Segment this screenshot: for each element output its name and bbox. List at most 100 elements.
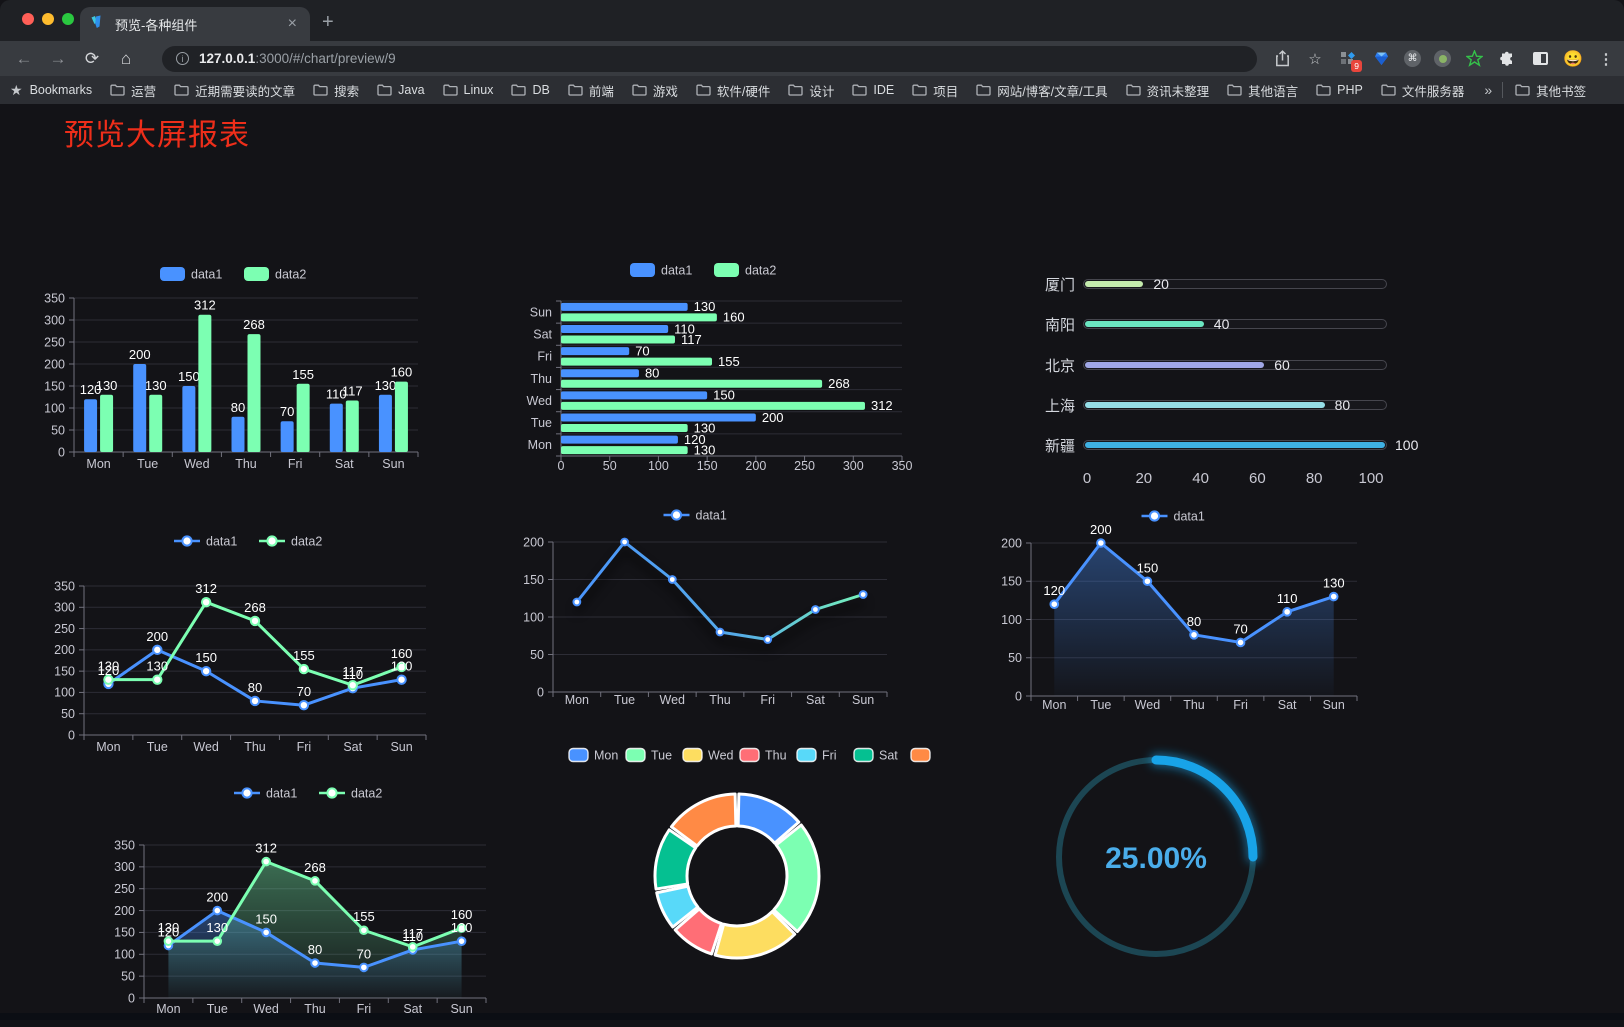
legend-item-data2[interactable]: data2 bbox=[319, 786, 382, 800]
bookmark-folder[interactable]: 设计 bbox=[788, 81, 834, 100]
side-panel-icon[interactable] bbox=[1530, 49, 1550, 69]
new-tab-button[interactable]: + bbox=[322, 11, 334, 33]
extensions-puzzle-icon[interactable] bbox=[1497, 49, 1517, 69]
progress-label: 新疆 bbox=[1044, 437, 1075, 455]
svg-text:312: 312 bbox=[195, 581, 217, 596]
window-zoom-button[interactable] bbox=[62, 13, 74, 25]
legend-item-data1[interactable]: data1 bbox=[234, 786, 297, 800]
legend-item-data1[interactable]: data1 bbox=[160, 267, 222, 281]
svg-text:0: 0 bbox=[68, 728, 75, 742]
bookmark-folder[interactable]: 其他语言 bbox=[1227, 81, 1298, 100]
bookmark-folder[interactable]: Java bbox=[377, 83, 425, 97]
page-title: 预览大屏报表 bbox=[64, 119, 250, 152]
browser-toolbar: ← → ⟳ ⌂ i 127.0.0.1:3000/#/chart/preview… bbox=[0, 41, 1624, 76]
legend-item-data1[interactable]: data1 bbox=[1141, 509, 1205, 523]
svg-text:117: 117 bbox=[681, 332, 702, 347]
site-info-icon[interactable]: i bbox=[176, 52, 189, 65]
browser-tab[interactable]: 预览-各种组件 × bbox=[80, 7, 310, 41]
svg-text:150: 150 bbox=[44, 379, 65, 393]
extension-star-icon[interactable] bbox=[1464, 49, 1484, 69]
svg-text:Wed: Wed bbox=[708, 748, 734, 762]
share-icon[interactable] bbox=[1272, 49, 1292, 69]
svg-text:Sat: Sat bbox=[533, 328, 552, 342]
c4-canvas: 0 50 100 150 200 250 300 350 Mon Tue Wed Thu Fri Sat S… bbox=[54, 534, 427, 754]
bookmark-folder[interactable]: 文件服务器 bbox=[1381, 81, 1464, 100]
tab-close-icon[interactable]: × bbox=[287, 15, 297, 32]
bookmark-folder[interactable]: 软件/硬件 bbox=[696, 81, 770, 100]
progress-row: 上海 80 bbox=[1035, 394, 1435, 416]
legend-item-Sun[interactable]: Sun bbox=[910, 747, 935, 763]
svg-text:Sun: Sun bbox=[450, 1002, 472, 1016]
progress-fill bbox=[1085, 402, 1325, 408]
svg-text:Fri: Fri bbox=[760, 693, 775, 707]
bookmark-folder[interactable]: 运营 bbox=[110, 81, 156, 100]
progress-fill bbox=[1085, 442, 1385, 448]
other-bookmarks-folder[interactable]: 其他书签 bbox=[1515, 81, 1586, 100]
address-bar[interactable]: i 127.0.0.1:3000/#/chart/preview/9 bbox=[162, 45, 1257, 72]
legend-item-data1[interactable]: data1 bbox=[663, 508, 727, 522]
svg-text:Mon: Mon bbox=[565, 693, 589, 707]
profile-avatar-icon[interactable]: 😀 bbox=[1563, 50, 1583, 68]
window-close-button[interactable] bbox=[22, 13, 34, 25]
bookmark-folder[interactable]: DB bbox=[511, 83, 550, 97]
extension-record-icon[interactable] bbox=[1434, 50, 1451, 67]
svg-text:312: 312 bbox=[871, 398, 893, 413]
legend-item-Sat[interactable]: Sat bbox=[853, 747, 898, 762]
menu-dots-icon[interactable]: ⋮ bbox=[1598, 50, 1614, 68]
svg-text:120: 120 bbox=[684, 432, 706, 447]
svg-text:150: 150 bbox=[1137, 560, 1159, 575]
legend-item-data2[interactable]: data2 bbox=[259, 534, 322, 548]
svg-text:268: 268 bbox=[243, 317, 265, 332]
svg-text:50: 50 bbox=[603, 459, 617, 473]
legend-item-data2[interactable]: data2 bbox=[714, 263, 776, 277]
chart-line-two-series: 0 50 100 150 200 250 300 350 Mon Tue Wed Thu Fri Sat S… bbox=[40, 524, 440, 764]
svg-text:Mon: Mon bbox=[86, 457, 110, 471]
svg-text:250: 250 bbox=[794, 459, 815, 473]
bookmark-folder[interactable]: Linux bbox=[442, 83, 493, 97]
reload-icon[interactable]: ⟳ bbox=[84, 48, 100, 68]
extension-blocks-icon[interactable]: 9 bbox=[1338, 49, 1362, 72]
forward-icon[interactable]: → bbox=[49, 48, 67, 68]
progress-track: 40 bbox=[1083, 316, 1387, 332]
svg-text:Wed: Wed bbox=[253, 1002, 279, 1016]
back-icon[interactable]: ← bbox=[15, 48, 33, 68]
legend-item-Thu[interactable]: Thu bbox=[739, 747, 787, 762]
extension-command-icon[interactable]: ⌘ bbox=[1404, 50, 1421, 67]
bookmark-folder[interactable]: PHP bbox=[1316, 83, 1363, 97]
pie-slice-Tue bbox=[772, 823, 821, 934]
svg-text:268: 268 bbox=[304, 860, 326, 875]
bookmark-folder[interactable]: IDE bbox=[852, 83, 894, 97]
legend-item-data2[interactable]: data2 bbox=[244, 267, 306, 281]
svg-text:data2: data2 bbox=[275, 267, 306, 281]
site-favicon-icon bbox=[90, 14, 106, 35]
legend-item-Tue[interactable]: Tue bbox=[625, 747, 672, 762]
bookmarks-manager-item[interactable]: ★ Bookmarks bbox=[10, 81, 93, 98]
svg-text:50: 50 bbox=[530, 648, 544, 662]
svg-text:100: 100 bbox=[648, 459, 669, 473]
bookmark-folder[interactable]: 项目 bbox=[912, 81, 958, 100]
legend-item-Mon[interactable]: Mon bbox=[568, 747, 618, 762]
bookmark-folder[interactable]: 近期需要读的文章 bbox=[174, 81, 295, 100]
window-minimize-button[interactable] bbox=[42, 13, 54, 25]
bookmark-folder[interactable]: 网站/博客/文章/工具 bbox=[976, 81, 1108, 100]
bookmarks-overflow-chevron[interactable]: » bbox=[1484, 82, 1493, 98]
c7-canvas: 0 50 100 150 200 250 300 350 Mon Tue Wed Thu Fri Sat S… bbox=[114, 786, 487, 1016]
pie-slice-Fri bbox=[655, 884, 700, 929]
bookmark-star-icon[interactable]: ☆ bbox=[1308, 50, 1322, 68]
svg-text:130: 130 bbox=[391, 659, 413, 674]
legend-item-data1[interactable]: data1 bbox=[630, 263, 692, 277]
bookmark-folder[interactable]: 搜索 bbox=[313, 81, 359, 100]
svg-text:Thu: Thu bbox=[1183, 698, 1205, 712]
legend-item-Wed[interactable]: Wed bbox=[682, 747, 734, 762]
svg-text:Thu: Thu bbox=[244, 740, 266, 754]
home-icon[interactable]: ⌂ bbox=[120, 48, 132, 68]
legend-item-Fri[interactable]: Fri bbox=[796, 747, 837, 762]
legend-item-data1[interactable]: data1 bbox=[174, 534, 237, 548]
svg-text:Thu: Thu bbox=[304, 1002, 326, 1016]
extension-gem-icon[interactable] bbox=[1371, 49, 1391, 69]
bookmark-folder[interactable]: 前端 bbox=[568, 81, 614, 100]
progress-row: 新疆 100 bbox=[1035, 434, 1435, 456]
bookmark-folder[interactable]: 资讯未整理 bbox=[1125, 81, 1209, 100]
bookmark-folder[interactable]: 游戏 bbox=[632, 81, 678, 100]
svg-text:Tue: Tue bbox=[147, 740, 168, 754]
